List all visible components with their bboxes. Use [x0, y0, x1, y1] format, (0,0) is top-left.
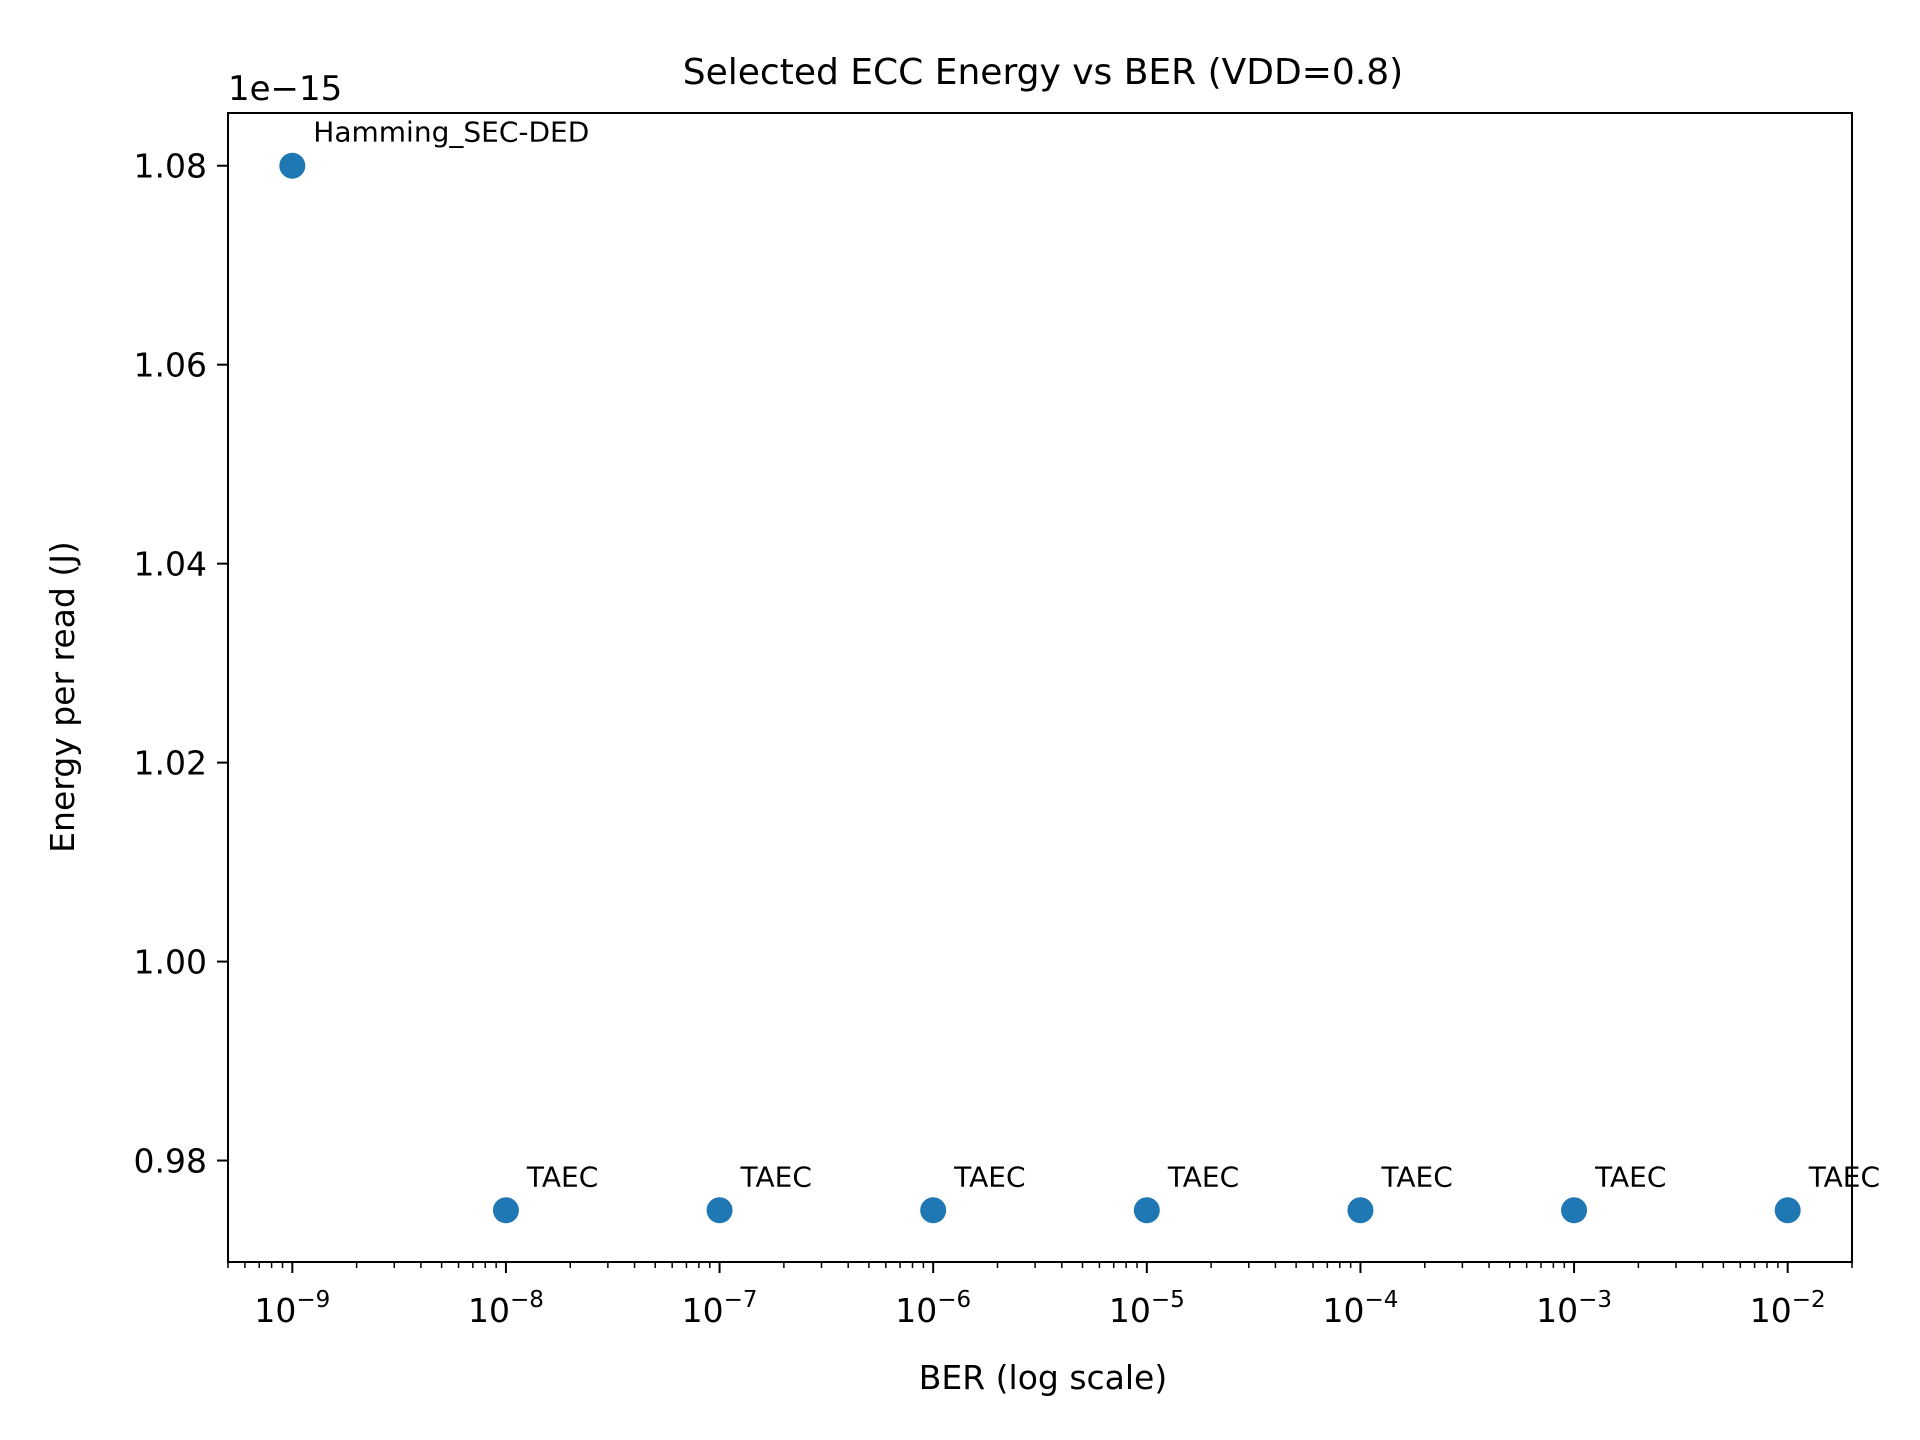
x-tick-label: 10−3 — [1536, 1287, 1612, 1330]
data-point — [1347, 1197, 1374, 1224]
data-point — [920, 1197, 947, 1224]
y-offset-label: 1e−15 — [228, 69, 342, 109]
y-tick-label: 1.06 — [134, 346, 207, 385]
point-label: TAEC — [1167, 1160, 1239, 1193]
y-tick-label: 1.02 — [134, 744, 207, 783]
plot-area: 10−9 10−8 10−7 10−6 10−5 10−4 10−3 10−2 0.98 1.00… — [134, 112, 1880, 1330]
point-label: TAEC — [953, 1160, 1025, 1193]
x-tick-label: 10−7 — [682, 1287, 758, 1330]
x-axis-label: BER (log scale) — [919, 1358, 1167, 1397]
y-tick-label: 0.98 — [134, 1142, 207, 1181]
data-point — [706, 1197, 733, 1224]
y-tick-label: 1.08 — [134, 147, 207, 186]
x-tick-label: 10−6 — [895, 1287, 971, 1330]
data-point — [1133, 1197, 1160, 1224]
plot-frame — [227, 112, 1853, 1263]
chart-title: Selected ECC Energy vs BER (VDD=0.8) — [683, 52, 1403, 93]
x-tick-label: 10−4 — [1322, 1287, 1398, 1330]
x-tick-label: 10−8 — [468, 1287, 544, 1330]
data-point — [279, 152, 306, 179]
x-tick-label: 10−5 — [1109, 1287, 1185, 1330]
data-point — [1561, 1197, 1588, 1224]
point-label: TAEC — [1808, 1160, 1880, 1193]
point-label: TAEC — [1594, 1160, 1666, 1193]
y-tick-label: 1.00 — [134, 943, 207, 982]
x-tick-label: 10−9 — [254, 1287, 330, 1330]
point-label: TAEC — [526, 1160, 598, 1193]
y-tick-label: 1.04 — [134, 545, 207, 584]
data-point — [1774, 1197, 1801, 1224]
data-point — [492, 1197, 519, 1224]
point-label: TAEC — [740, 1160, 812, 1193]
y-axis-label: Energy per read (J) — [43, 541, 82, 853]
point-label: TAEC — [1380, 1160, 1452, 1193]
x-tick-label: 10−2 — [1750, 1287, 1826, 1330]
point-label: Hamming_SEC-DED — [313, 116, 589, 149]
